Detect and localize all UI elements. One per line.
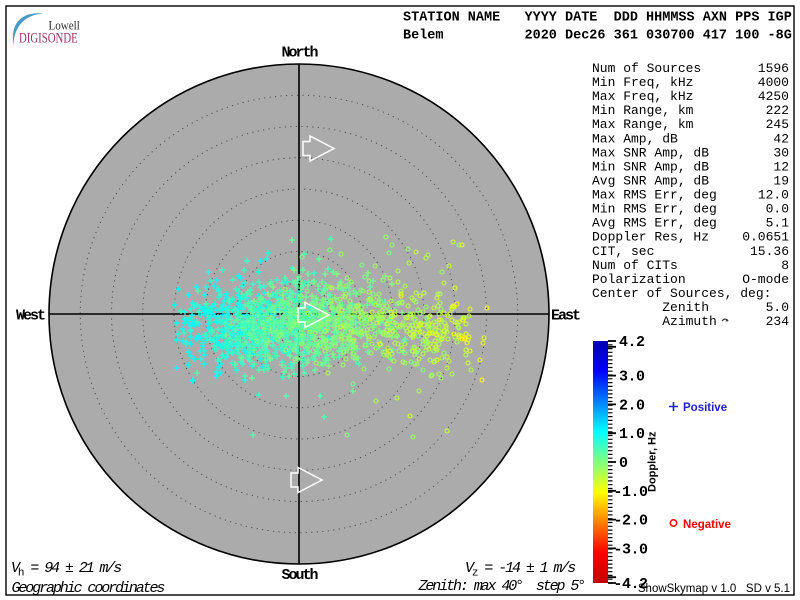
svg-text:DIGISONDE: DIGISONDE [19,29,78,46]
svg-text:Center of Sources, deg:: Center of Sources, deg: [592,286,771,301]
svg-text:Polarization: Polarization [592,272,686,287]
svg-text:Geographic coordinates: Geographic coordinates [12,580,165,597]
svg-text:Zenith: Zenith [592,300,709,315]
svg-text:1596: 1596 [758,61,789,76]
svg-text:-4.2: -4.2 [614,576,649,593]
svg-text:Vh = 94 ± 21 m/s: Vh = 94 ± 21 m/s [11,560,121,580]
svg-text:12.0: 12.0 [758,188,789,203]
svg-text:Doppler Res, Hz: Doppler Res, Hz [592,230,709,245]
svg-text:Avg SNR Amp, dB: Avg SNR Amp, dB [592,174,709,189]
svg-text:2020 Dec26 361 030700 417 100: 2020 Dec26 361 030700 417 100 -8G [525,29,792,44]
svg-text:Min RMS Err, deg: Min RMS Err, deg [592,202,717,217]
svg-text:8: 8 [781,258,789,273]
svg-text:Max Range, km: Max Range, km [592,117,694,132]
svg-text:Positive: Positive [683,402,727,414]
svg-text:0.0: 0.0 [766,202,789,217]
svg-text:-2.0: -2.0 [614,513,649,530]
svg-text:4000: 4000 [758,75,789,90]
svg-text:Lowell: Lowell [49,18,81,33]
svg-text:30: 30 [773,145,789,160]
svg-text:Min Range, km: Min Range, km [592,103,694,118]
svg-text:Negative: Negative [683,519,731,531]
svg-text:3.0: 3.0 [619,369,645,386]
svg-text:4250: 4250 [758,89,789,104]
svg-text:5.0: 5.0 [766,300,789,315]
svg-text:Vz = -14 ± 1 m/s: Vz = -14 ± 1 m/s [465,560,575,580]
svg-text:-1.0: -1.0 [614,484,649,501]
svg-text:15.36: 15.36 [750,244,789,259]
svg-text:245: 245 [766,117,789,132]
svg-text:Belem: Belem [403,29,444,44]
svg-text:Num of CITs: Num of CITs [592,258,678,273]
svg-text:Avg RMS Err, deg: Avg RMS Err, deg [592,216,717,231]
svg-text:West: West [16,308,45,325]
svg-text:CIT, sec: CIT, sec [592,244,654,259]
svg-text:4.2: 4.2 [619,334,645,351]
svg-text:42: 42 [773,131,789,146]
svg-text:ShowSkymap v 1.0 SD v 5.1: ShowSkymap v 1.0 SD v 5.1 [638,583,790,595]
svg-text:Min SNR Amp, dB: Min SNR Amp, dB [592,159,709,174]
svg-text:1.0: 1.0 [619,426,645,443]
svg-text:19: 19 [773,174,789,189]
svg-text:STATION NAME: STATION NAME [403,11,500,26]
svg-text:5.1: 5.1 [766,216,790,231]
svg-text:Doppler, Hz: Doppler, Hz [647,431,659,492]
svg-text:Azimuth: Azimuth [592,314,717,329]
svg-text:0.0651: 0.0651 [742,230,789,245]
svg-text:Zenith: max 40° step 5°: Zenith: max 40° step 5° [418,578,585,595]
svg-text:North: North [281,45,318,62]
svg-text:Max SNR Amp, dB: Max SNR Amp, dB [592,145,709,160]
svg-text:Max Amp, dB: Max Amp, dB [592,131,678,146]
svg-text:Max Freq, kHz: Max Freq, kHz [592,89,693,104]
svg-text:234: 234 [766,314,790,329]
svg-text:O-mode: O-mode [742,272,789,287]
svg-text:0: 0 [619,455,628,472]
svg-text:YYYY DATE DDD HHMMSS AXN PPS: YYYY DATE DDD HHMMSS AXN PPS IGP [525,11,792,26]
svg-text:Max RMS Err, deg: Max RMS Err, deg [592,188,717,203]
svg-text:East: East [551,308,580,325]
svg-text:222: 222 [766,103,789,118]
svg-text:-3.0: -3.0 [614,541,649,558]
svg-text:Min Freq, kHz: Min Freq, kHz [592,75,693,90]
svg-text:South: South [281,567,318,584]
svg-text:2.0: 2.0 [619,397,645,414]
svg-text:12: 12 [773,159,789,174]
svg-text:Num of Sources: Num of Sources [592,61,701,76]
